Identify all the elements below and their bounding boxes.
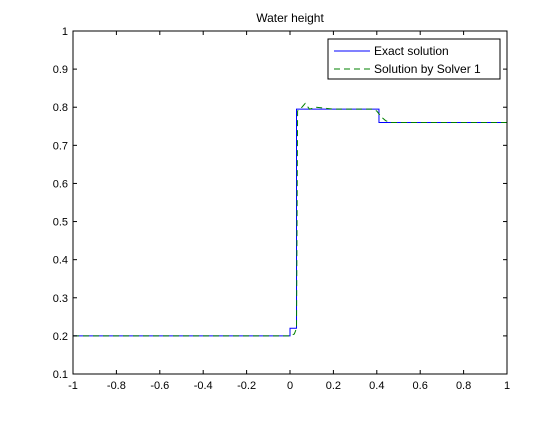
y-tick-label: 0.5: [53, 217, 68, 229]
plot-area: [73, 31, 507, 374]
series-line-0: [73, 108, 507, 337]
y-tick-label: 0.1: [53, 369, 68, 381]
x-tick-label: 0: [287, 380, 293, 392]
series-line-1: [73, 102, 507, 337]
y-tick-label: 0.8: [53, 102, 68, 114]
x-tick-label: -0.2: [237, 380, 256, 392]
chart-title: Water height: [256, 11, 324, 25]
x-tick-label: 0.6: [413, 380, 428, 392]
y-tick-label: 0.3: [53, 293, 68, 305]
legend-label-0: Exact solution: [374, 44, 449, 58]
y-tick-label: 0.4: [53, 255, 68, 267]
y-tick-label: 0.2: [53, 331, 68, 343]
x-tick-label: 0.2: [326, 380, 341, 392]
legend-box: [327, 38, 501, 80]
x-tick-label: 0.8: [456, 380, 471, 392]
y-tick-label: 1: [62, 26, 68, 38]
series-layer: [73, 102, 507, 337]
x-tick-label: -0.6: [150, 380, 169, 392]
x-tick-label: -1: [68, 380, 78, 392]
legend-label-1: Solution by Solver 1: [374, 62, 481, 76]
x-tick-label: 1: [504, 380, 510, 392]
x-tick-label: -0.8: [107, 380, 126, 392]
y-tick-label: 0.6: [53, 178, 68, 190]
ticks-layer: -1 -0.8 -0.6 -0.4 -0.2 0 0.2 0.4 0.6 0.8 1 0.1 0.2 0.…: [53, 26, 510, 392]
y-tick-label: 0.9: [53, 64, 68, 76]
x-tick-label: -0.4: [194, 380, 213, 392]
y-tick-label: 0.7: [53, 140, 68, 152]
x-tick-label: 0.4: [369, 380, 384, 392]
legend: Exact solution Solution by Solver 1: [327, 38, 501, 80]
